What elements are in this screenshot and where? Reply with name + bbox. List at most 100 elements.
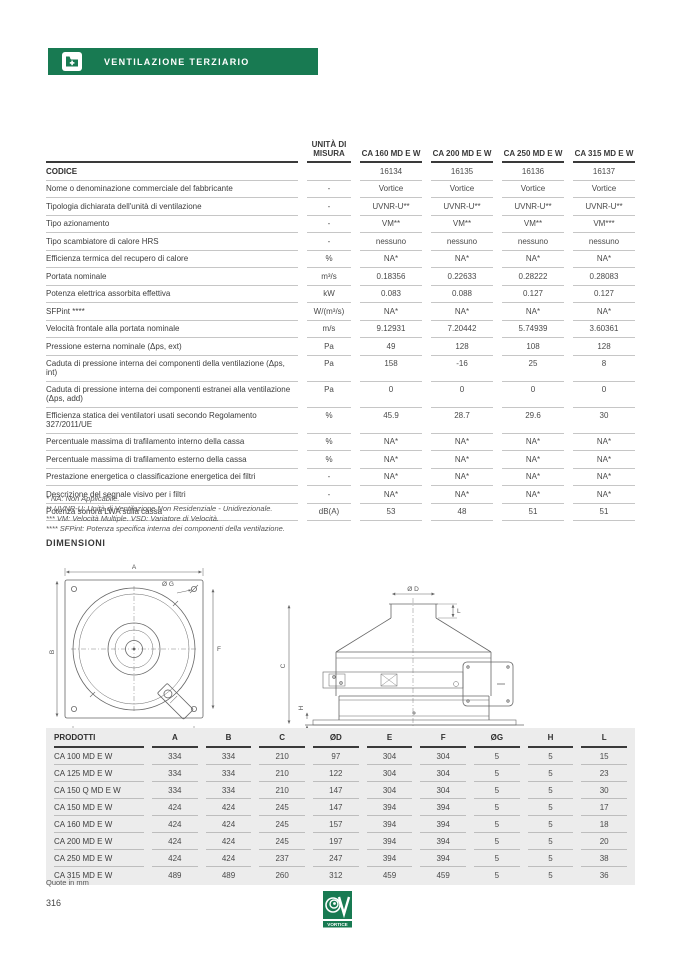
spec-row-value: 30 xyxy=(573,408,635,434)
dim-row-value: 304 xyxy=(420,748,466,765)
spec-row-value: 0 xyxy=(360,382,422,408)
dim-row-value: 5 xyxy=(527,816,574,833)
spec-table-row: Velocità frontale alla portata nominale m… xyxy=(46,321,635,338)
dim-row-value: 394 xyxy=(420,833,466,850)
dimension-drawings: A B xyxy=(46,552,635,740)
spec-row-value: 25 xyxy=(502,356,564,382)
spec-header-product: CA 200 MD E W xyxy=(431,149,493,163)
spec-row-value: UVNR-U** xyxy=(502,198,564,216)
spec-row-unit: % xyxy=(307,251,351,268)
spec-row-value: NA* xyxy=(502,434,564,451)
spec-row-value: 0 xyxy=(502,382,564,408)
dim-table-row: CA 150 Q MD E W 334 334 210 147 304 304 5 5 30 xyxy=(54,782,627,799)
dim-header-cell: ØG xyxy=(474,733,520,748)
spec-row-value: 0 xyxy=(431,382,493,408)
spec-row-unit: W/(m³/s) xyxy=(307,303,351,321)
spec-table-row: Tipologia dichiarata dell'unità di venti… xyxy=(46,198,635,216)
dim-header-cell: E xyxy=(366,733,413,748)
dim-row-value: 5 xyxy=(527,782,574,799)
spec-row-value: nessuno xyxy=(431,233,493,251)
dim-row-value: 304 xyxy=(366,748,413,765)
dim-row-value: 245 xyxy=(259,816,305,833)
dim-row-value: 424 xyxy=(152,816,198,833)
dim-header-cell: A xyxy=(152,733,198,748)
spec-row-value: 45.9 xyxy=(360,408,422,434)
spec-row-value: 8 xyxy=(573,356,635,382)
dim-row-value: 424 xyxy=(205,833,252,850)
dim-row-value: 304 xyxy=(420,765,466,782)
spec-row-value: NA* xyxy=(573,251,635,268)
spec-row-unit: - xyxy=(307,469,351,486)
spec-row-value: NA* xyxy=(431,469,493,486)
dim-row-value: 459 xyxy=(436,871,450,880)
spec-table-row: Potenza sonora LWA sulla cassa dB(A) 53 48 5… xyxy=(46,504,635,521)
dim-row-value: 210 xyxy=(259,782,305,799)
spec-row-value: 16135 xyxy=(431,163,493,181)
spec-table-row: Nome o denominazione commerciale del fab… xyxy=(46,181,635,198)
spec-table-row: Prestazione energetica o classificazione… xyxy=(46,469,635,486)
spec-header-unit: UNITÀ DI MISURA xyxy=(307,140,351,163)
dim-row-value: 5 xyxy=(548,871,553,880)
spec-row-value: 28.7 xyxy=(431,408,493,434)
spec-row-value: 5.74939 xyxy=(502,321,564,338)
spec-row-value: 0.083 xyxy=(360,286,422,303)
dim-header-cell: H xyxy=(527,733,574,748)
dim-row-value: 23 xyxy=(581,765,627,782)
spec-row-value: 0 xyxy=(573,382,635,408)
spec-row-value: 51 xyxy=(502,504,564,521)
dim-row-value: 334 xyxy=(205,765,252,782)
spec-row-value: NA* xyxy=(431,303,493,321)
dim-table-row: CA 315 MD E W 489 489 260 312 459 459 5 5 36 xyxy=(54,867,627,883)
footnote: * NA: Non Applicabile. xyxy=(46,494,120,503)
spec-row-value: 16137 xyxy=(573,163,635,181)
dim-row-product: CA 150 Q MD E W xyxy=(54,782,144,799)
footnote: ** UVNR-U: Unità di Ventilazione Non Res… xyxy=(46,504,273,513)
spec-table-row: SFPint **** W/(m³/s) NA* NA* NA* NA* xyxy=(46,303,635,321)
spec-row-value: 0.088 xyxy=(431,286,493,303)
spec-row-value: nessuno xyxy=(573,233,635,251)
dim-row-value: 36 xyxy=(599,871,609,880)
spec-row-unit: - xyxy=(307,216,351,233)
dim-row-product: CA 250 MD E W xyxy=(54,850,144,867)
spec-row-value: NA* xyxy=(502,486,564,504)
dim-row-value: 424 xyxy=(205,799,252,816)
spec-row-value: NA* xyxy=(502,451,564,469)
svg-text:A: A xyxy=(132,564,137,571)
spec-row-value: NA* xyxy=(573,451,635,469)
spec-row-unit: % xyxy=(307,451,351,469)
spec-row-label: Prestazione energetica o classificazione… xyxy=(46,469,298,486)
dim-row-value: 5 xyxy=(527,833,574,850)
dim-row-product: CA 160 MD E W xyxy=(54,816,144,833)
folder-plus-icon xyxy=(62,52,82,71)
spec-row-value: -16 xyxy=(431,356,493,382)
dim-row-value: 459 xyxy=(382,871,397,880)
spec-table-row: Portata nominale m³/s 0.18356 0.22633 0.2822… xyxy=(46,268,635,286)
spec-header-product: CA 160 MD E W xyxy=(360,149,422,163)
dim-header-cell: L xyxy=(581,733,627,748)
spec-row-value: 7.20442 xyxy=(431,321,493,338)
dim-row-product: CA 150 MD E W xyxy=(54,799,144,816)
spec-row-value: NA* xyxy=(573,434,635,451)
spec-row-label: Caduta di pressione interna dei componen… xyxy=(46,382,298,408)
spec-row-unit: m³/s xyxy=(307,268,351,286)
spec-row-label: Efficienza termica del recupero di calor… xyxy=(46,251,298,268)
dim-row-product: CA 125 MD E W xyxy=(54,765,144,782)
dim-row-value: 489 xyxy=(221,871,236,880)
spec-row-value: NA* xyxy=(431,451,493,469)
dim-header-cell: ØD xyxy=(313,733,359,748)
spec-table-row: Caduta di pressione interna dei componen… xyxy=(46,356,635,382)
spec-row-label: Nome o denominazione commerciale del fab… xyxy=(46,181,298,198)
page-number: 316 xyxy=(46,898,62,908)
spec-row-value: NA* xyxy=(573,303,635,321)
dim-row-value: 245 xyxy=(259,799,305,816)
spec-row-value: NA* xyxy=(360,486,422,504)
spec-row-label: CODICE xyxy=(46,163,298,181)
dimensions-heading: DIMENSIONI xyxy=(46,538,106,548)
dim-row-value: 97 xyxy=(313,748,359,765)
spec-row-label: Percentuale massima di trafilamento este… xyxy=(46,451,298,469)
spec-row-value: Vortice xyxy=(360,181,422,198)
spec-header-product: CA 250 MD E W xyxy=(502,149,564,163)
dim-row-value: 334 xyxy=(205,782,252,799)
spec-row-label: Descrizione del segnale visivo per i fil… xyxy=(46,486,298,504)
dim-row-value: 489 xyxy=(168,871,182,880)
